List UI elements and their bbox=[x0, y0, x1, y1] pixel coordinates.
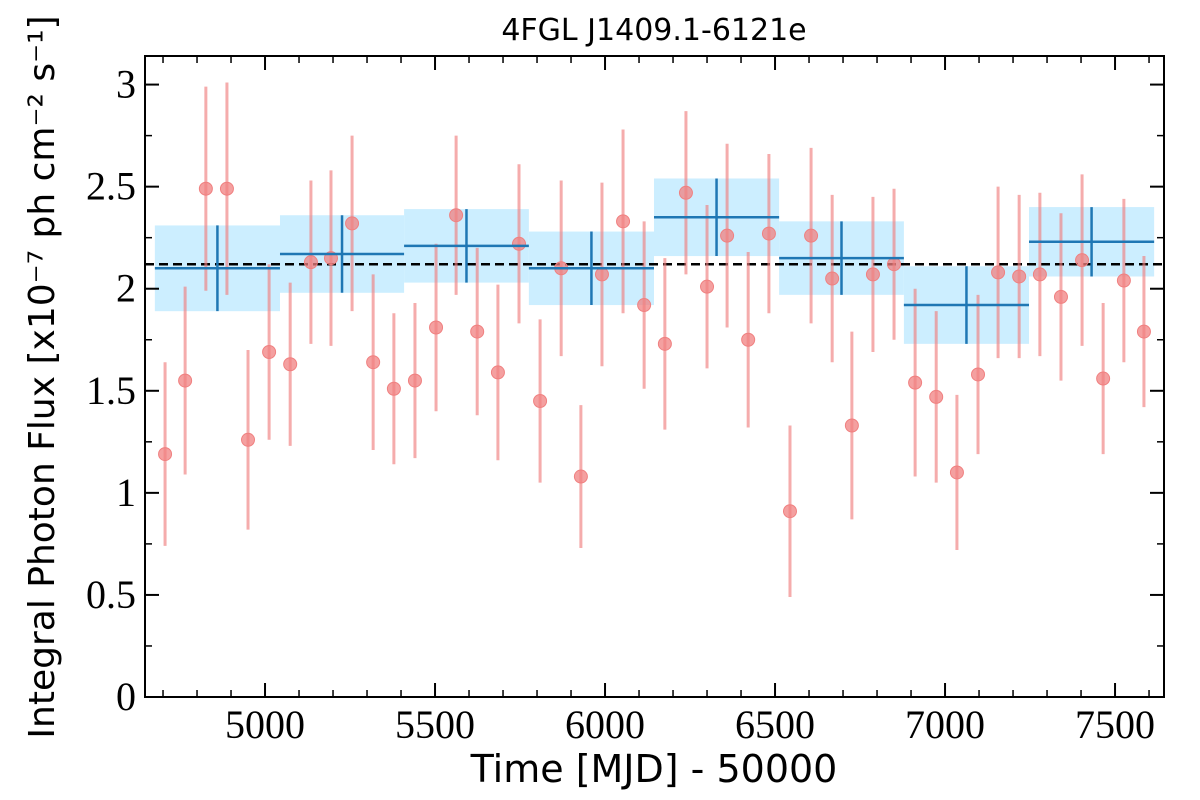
data-point bbox=[407, 373, 422, 388]
y-tick-label: 0 bbox=[116, 674, 136, 719]
data-point bbox=[1075, 253, 1090, 268]
data-point bbox=[908, 375, 923, 390]
data-point bbox=[887, 257, 902, 272]
data-point bbox=[949, 465, 964, 480]
data-point bbox=[262, 345, 277, 360]
data-point bbox=[303, 255, 318, 270]
y-tick-label: 1.5 bbox=[86, 368, 136, 413]
chart-title: 4FGL J1409.1-6121e bbox=[501, 13, 806, 48]
data-point bbox=[429, 320, 444, 335]
data-point bbox=[573, 469, 588, 484]
data-point bbox=[594, 267, 609, 282]
data-point bbox=[720, 228, 735, 243]
x-tick-label: 6500 bbox=[735, 702, 815, 747]
data-point bbox=[991, 265, 1006, 280]
data-point bbox=[198, 181, 213, 196]
data-point bbox=[1032, 267, 1047, 282]
data-point bbox=[366, 355, 381, 370]
data-point bbox=[865, 267, 880, 282]
data-point bbox=[741, 332, 756, 347]
data-point bbox=[1116, 273, 1131, 288]
data-point bbox=[241, 432, 256, 447]
y-tick-label: 2.5 bbox=[86, 164, 136, 209]
data-point bbox=[678, 185, 693, 200]
data-point bbox=[761, 226, 776, 241]
data-point bbox=[490, 365, 505, 380]
data-point bbox=[971, 367, 986, 382]
x-axis-label: Time [MJD] - 50000 bbox=[470, 747, 838, 791]
y-tick-label: 2 bbox=[116, 266, 136, 311]
data-point bbox=[512, 236, 527, 251]
data-point bbox=[804, 228, 819, 243]
data-point bbox=[929, 389, 944, 404]
data-point bbox=[1096, 371, 1111, 386]
x-tick-label: 5000 bbox=[225, 702, 305, 747]
data-point bbox=[616, 214, 631, 229]
data-point bbox=[533, 393, 548, 408]
x-tick-label: 7000 bbox=[905, 702, 985, 747]
data-point bbox=[1053, 289, 1068, 304]
data-point bbox=[1136, 324, 1151, 339]
data-point bbox=[449, 208, 464, 223]
y-tick-label: 1 bbox=[116, 470, 136, 515]
data-point bbox=[178, 373, 193, 388]
data-point bbox=[219, 181, 234, 196]
data-point bbox=[637, 298, 652, 313]
y-tick-label: 0.5 bbox=[86, 572, 136, 617]
x-tick-label: 7500 bbox=[1075, 702, 1155, 747]
x-tick-label: 5500 bbox=[395, 702, 475, 747]
data-point bbox=[386, 381, 401, 396]
data-point bbox=[158, 447, 173, 462]
data-point bbox=[844, 418, 859, 433]
data-point bbox=[345, 216, 360, 231]
data-point bbox=[1012, 269, 1027, 284]
y-tick-label: 3 bbox=[116, 62, 136, 107]
data-point bbox=[657, 336, 672, 351]
data-point bbox=[470, 324, 485, 339]
data-point bbox=[782, 504, 797, 519]
data-point bbox=[825, 271, 840, 286]
y-axis-label: Integral Photon Flux [x10⁻⁷ ph cm⁻² s⁻¹] bbox=[22, 15, 63, 738]
data-point bbox=[700, 279, 715, 294]
data-point bbox=[283, 357, 298, 372]
plot-frame bbox=[144, 55, 1165, 698]
x-tick-label: 6000 bbox=[565, 702, 645, 747]
